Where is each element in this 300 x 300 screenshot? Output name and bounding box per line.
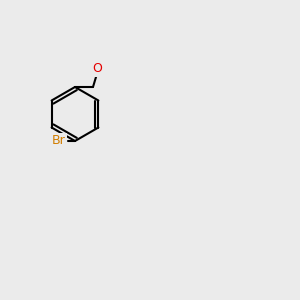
- Text: O: O: [93, 62, 102, 76]
- Text: Br: Br: [52, 134, 65, 148]
